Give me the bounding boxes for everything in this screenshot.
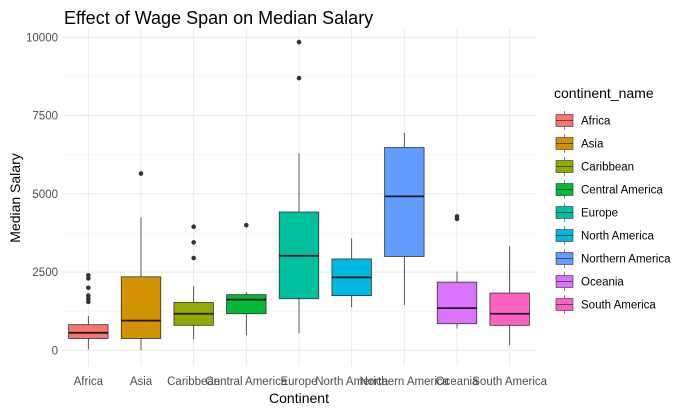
outlier-point — [296, 39, 302, 45]
outlier-point — [86, 293, 91, 298]
iqr-box — [120, 276, 162, 339]
box-northern-america — [384, 132, 425, 305]
legend-label: North America — [581, 231, 654, 243]
iqr-box — [384, 147, 425, 257]
x-tick-label: Asia — [130, 376, 153, 388]
legend: continent_name Africa Asia Caribbean Centra… — [554, 85, 671, 314]
chart-title: Effect of Wage Span on Median Salary — [64, 8, 373, 28]
box-asia — [120, 171, 162, 351]
box-south-america — [489, 246, 530, 346]
outlier-point — [191, 240, 196, 245]
x-tick-label: Caribbean — [167, 376, 220, 388]
legend-label: Oceania — [581, 277, 624, 289]
box-oceania — [436, 214, 478, 329]
boxes — [68, 39, 530, 351]
legend-label: South America — [581, 300, 656, 312]
x-tick-label: North America — [315, 376, 388, 388]
legend-key-oceania — [555, 272, 574, 291]
y-axis-title: Median Salary — [7, 153, 23, 243]
legend-label: Europe — [581, 208, 618, 220]
legend-key-northern-america — [555, 249, 574, 268]
y-tick-label: 0 — [52, 345, 58, 357]
legend-key-europe — [555, 203, 574, 222]
x-tick-label: Africa — [74, 376, 104, 388]
x-tick-label: Oceania — [436, 376, 479, 388]
legend-key-central-america — [555, 180, 574, 199]
outlier-point — [86, 272, 91, 278]
outlier-point — [296, 75, 302, 81]
iqr-box — [68, 324, 109, 339]
box-europe — [278, 39, 320, 334]
y-tick-label: 10000 — [26, 32, 58, 44]
y-axis-ticks: 0 2500 5000 7500 10000 — [26, 32, 58, 357]
outlier-point — [191, 255, 196, 261]
legend-label: Africa — [581, 116, 611, 128]
x-tick-label: Northern America — [360, 376, 450, 388]
x-tick-label: South America — [472, 376, 547, 388]
box-caribbean — [173, 224, 214, 340]
y-tick-label: 2500 — [32, 267, 58, 279]
legend-label: Central America — [581, 185, 663, 197]
x-tick-label: Central America — [205, 376, 287, 388]
x-tick-label: Europe — [280, 376, 317, 388]
box-central-america — [226, 222, 267, 336]
legend-label: Northern America — [581, 254, 671, 266]
y-tick-label: 5000 — [32, 189, 58, 201]
legend-key-africa — [555, 111, 574, 130]
legend-key-north-america — [555, 226, 574, 245]
iqr-box — [436, 281, 478, 325]
legend-title: continent_name — [554, 85, 654, 101]
legend-key-asia — [555, 134, 574, 153]
legend-key-caribbean — [555, 157, 574, 176]
outlier-point — [244, 222, 249, 228]
iqr-box — [226, 294, 267, 315]
outlier-point — [86, 285, 91, 291]
legend-label: Asia — [581, 139, 604, 151]
outlier-point — [454, 214, 460, 219]
legend-key-south-america — [555, 295, 574, 314]
x-axis-title: Continent — [269, 390, 329, 406]
box-north-america — [331, 238, 372, 308]
box-africa — [68, 272, 109, 350]
iqr-box — [489, 292, 530, 326]
outlier-point — [138, 171, 144, 176]
legend-label: Caribbean — [581, 162, 634, 174]
outlier-point — [191, 224, 196, 230]
y-tick-label: 7500 — [32, 111, 58, 123]
